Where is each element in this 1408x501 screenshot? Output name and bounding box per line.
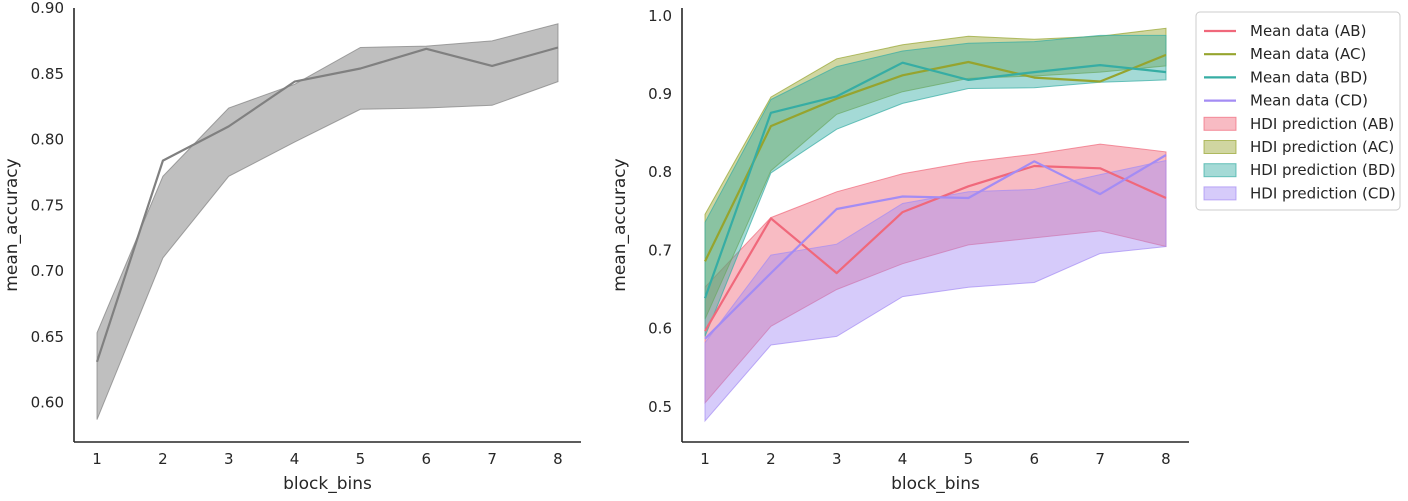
y-tick-label: 0.9 (648, 85, 672, 103)
y-tick-label: 0.65 (31, 328, 64, 346)
x-tick-label: 5 (964, 450, 974, 468)
y-tick-label: 1.0 (648, 7, 672, 25)
legend-label: HDI prediction (CD) (1250, 184, 1396, 202)
x-tick-label: 8 (1161, 450, 1171, 468)
legend-label: Mean data (AC) (1250, 45, 1366, 63)
x-axis-title: block_bins (283, 474, 372, 494)
y-tick-label: 0.5 (648, 398, 672, 416)
legend-box (1195, 11, 1401, 211)
y-tick-label: 0.90 (31, 0, 64, 17)
y-axis-title: mean_accuracy (2, 158, 22, 291)
legend: Mean data (AB) Mean data (AC) Mean data (B… (1195, 11, 1401, 211)
legend-label: HDI prediction (AB) (1250, 115, 1394, 133)
series-line-2 (704, 53, 1167, 262)
y-tick-label: 0.8 (648, 163, 672, 181)
legend-label: HDI prediction (AC) (1250, 138, 1394, 156)
x-tick-label: 4 (898, 450, 908, 468)
legend-band-swatch (1203, 140, 1237, 154)
legend-band-swatch (1203, 163, 1237, 178)
x-tick-label: 2 (158, 450, 168, 468)
y-tick-label: 0.80 (31, 131, 64, 149)
x-tick-label: 7 (487, 450, 497, 468)
confidence-band (96, 23, 559, 420)
x-tick-label: 4 (290, 450, 300, 468)
y-tick-label: 0.60 (31, 394, 64, 412)
left-chart-panel: 1 2 3 4 5 6 7 8 0.60 0.65 0.70 0.75 0.80 0.85 0.90 bloc… (2, 0, 581, 494)
legend-band-swatch (1203, 186, 1237, 201)
series-line-1 (95, 46, 559, 363)
legend-label: Mean data (BD) (1250, 68, 1368, 86)
right-chart-panel: 1 2 3 4 5 6 7 8 0.5 0.6 0.7 0.8 0.9 1.0 block_bins mean… (610, 7, 1189, 494)
legend-label: Mean data (AB) (1250, 22, 1366, 40)
series-line-3 (703, 61, 1167, 299)
x-tick-label: 5 (356, 450, 366, 468)
legend-band-swatch (1203, 116, 1237, 131)
y-tick-label: 0.7 (648, 241, 672, 259)
x-tick-label: 6 (1029, 450, 1039, 468)
x-tick-label: 1 (700, 450, 710, 468)
x-tick-label: 1 (92, 450, 102, 468)
x-axis-title: block_bins (891, 474, 980, 494)
y-axis-title: mean_accuracy (610, 158, 630, 291)
hdi-band-3 (704, 34, 1167, 337)
y-tick-label: 0.6 (648, 320, 672, 338)
series-line-1 (704, 164, 1167, 332)
x-tick-label: 3 (224, 450, 234, 468)
x-tick-label: 8 (553, 450, 563, 468)
x-tick-label: 7 (1095, 450, 1105, 468)
x-tick-label: 2 (766, 450, 776, 468)
series-line-4 (704, 154, 1167, 340)
x-tick-label: 3 (832, 450, 842, 468)
legend-label: Mean data (CD) (1250, 92, 1368, 110)
y-tick-label: 0.75 (31, 196, 64, 214)
y-tick-label: 0.70 (31, 262, 64, 280)
x-tick-label: 6 (421, 450, 431, 468)
legend-label: HDI prediction (BD) (1250, 161, 1396, 179)
hdi-band-4 (704, 159, 1167, 423)
y-tick-label: 0.85 (31, 65, 64, 83)
